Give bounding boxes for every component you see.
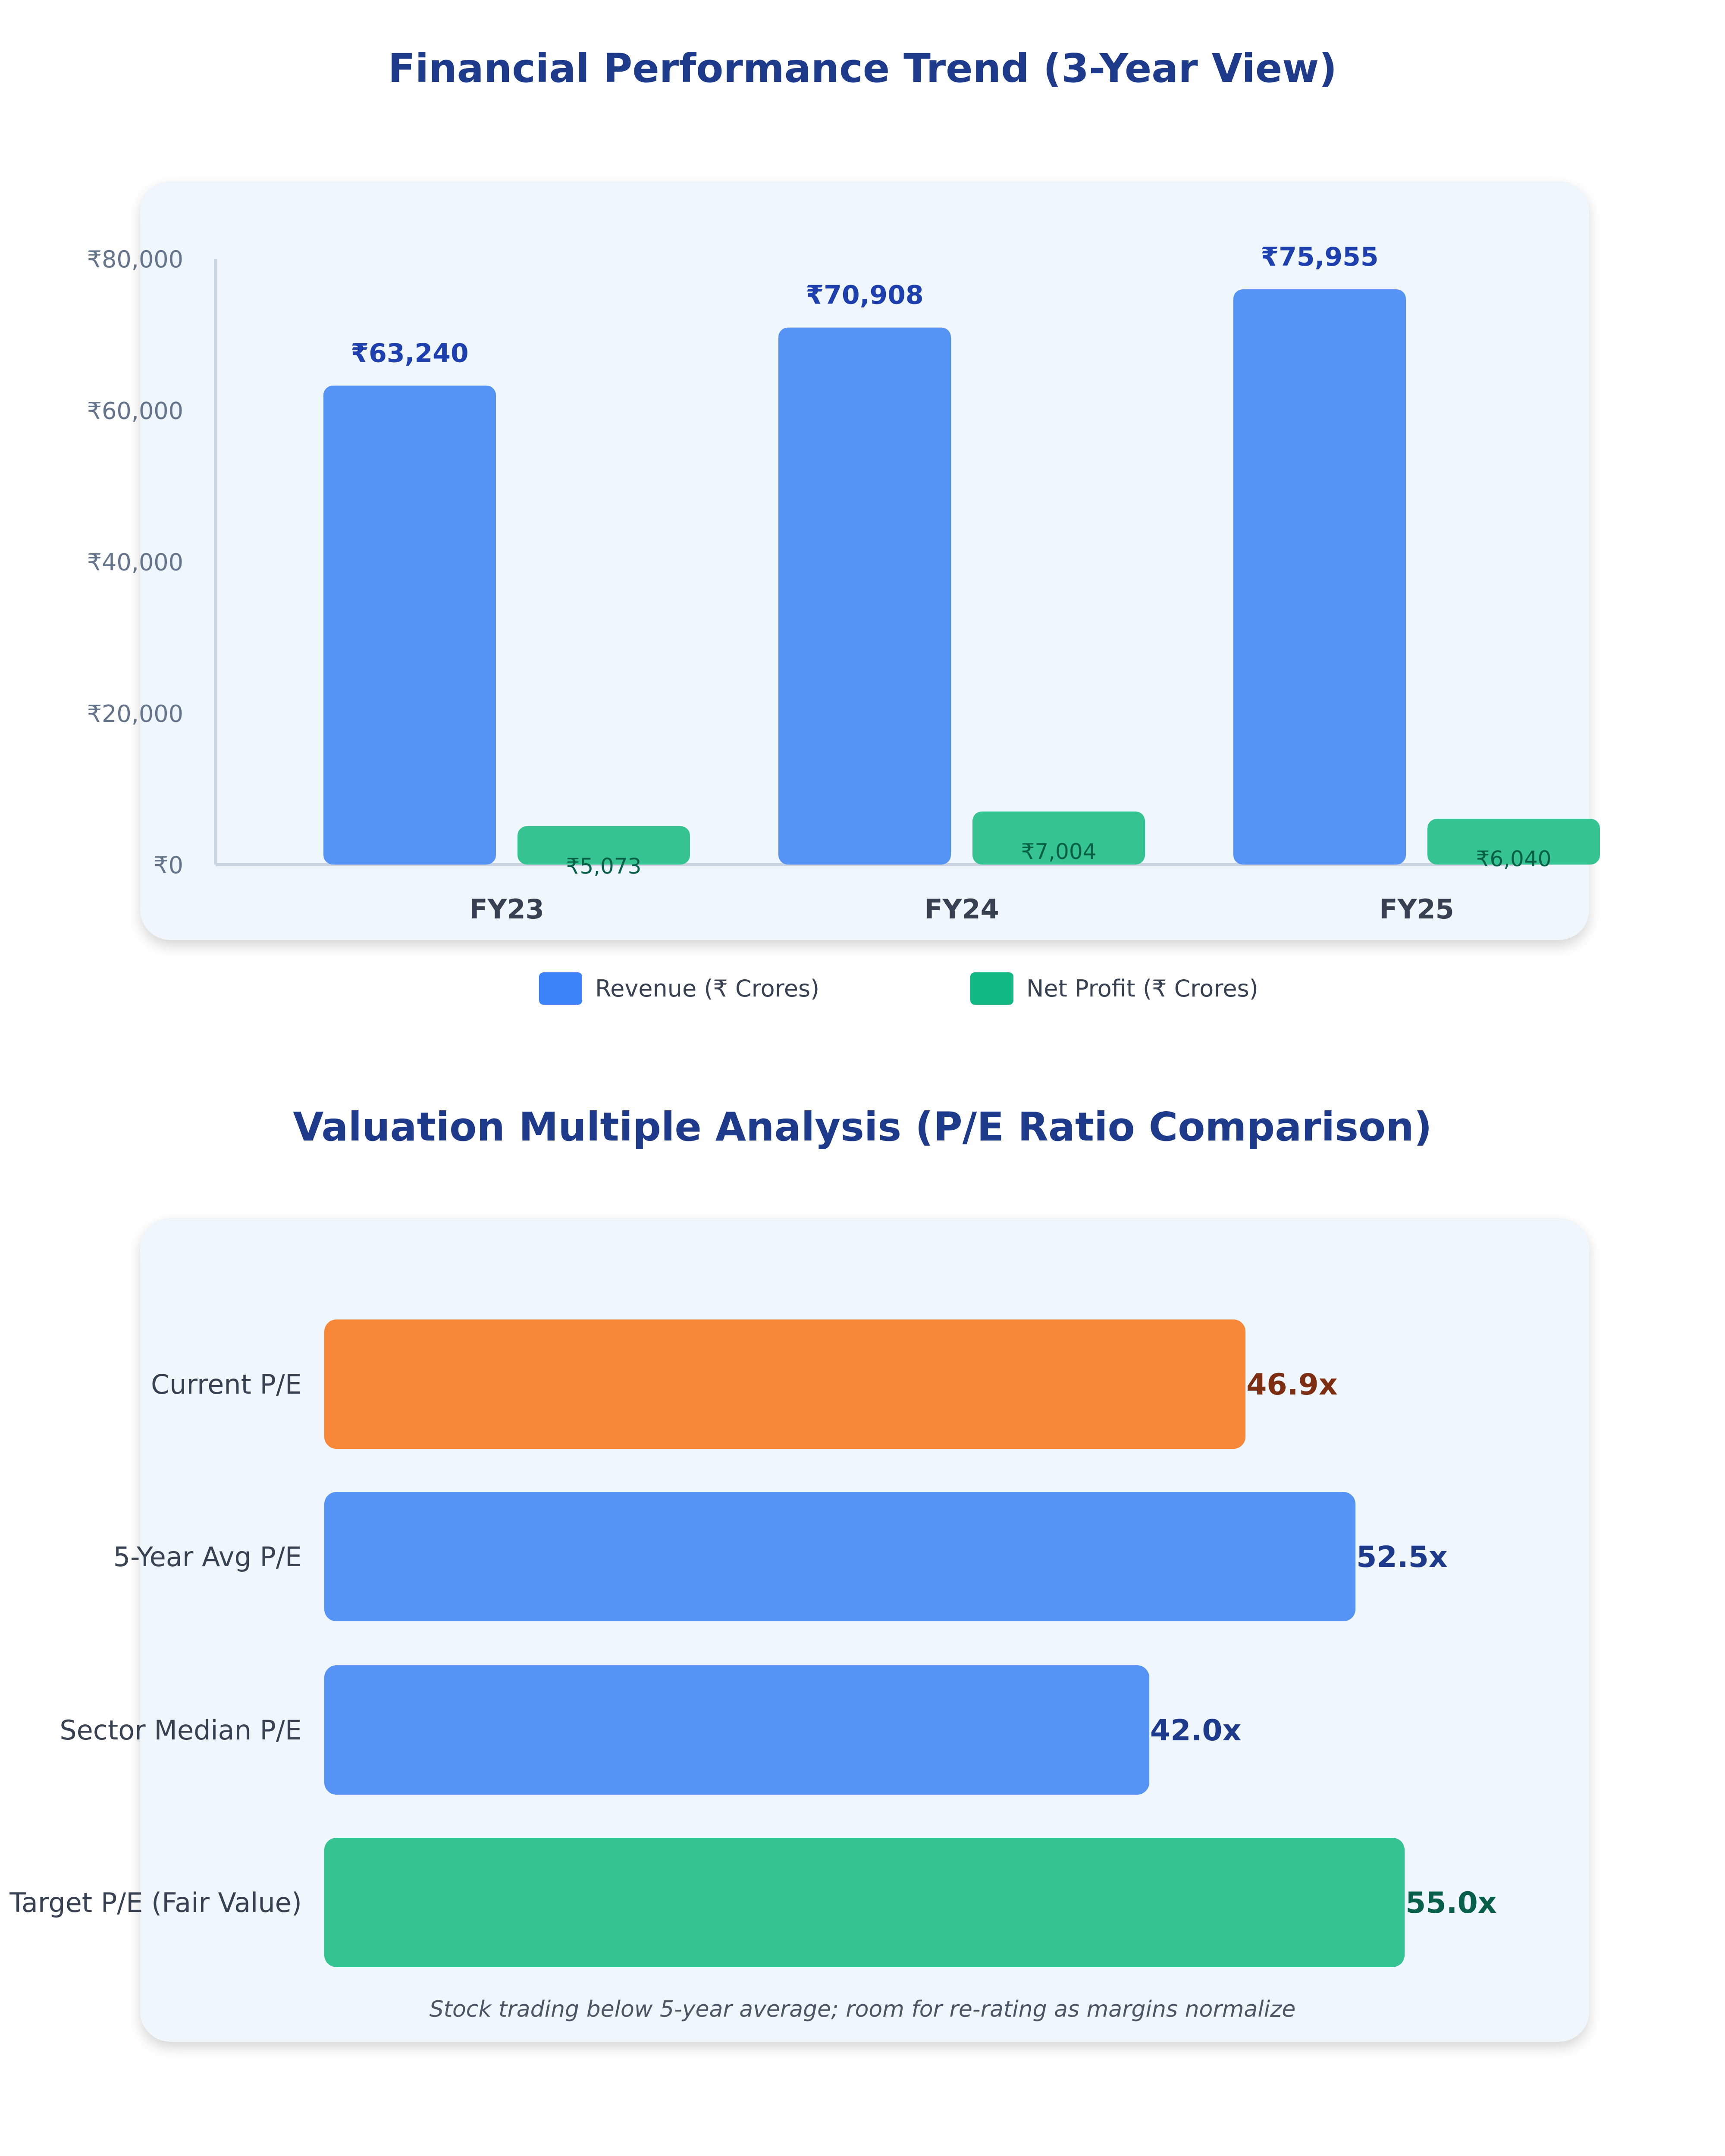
net-profit-bar xyxy=(518,826,690,865)
legend-label-revenue: Revenue (₹ Crores) xyxy=(595,975,820,1002)
pe-category-label: Current P/E xyxy=(151,1369,302,1400)
valuation-note: Stock trading below 5-year average; room… xyxy=(429,1996,1296,2022)
legend-item-revenue: Revenue (₹ Crores) xyxy=(539,972,819,1005)
legend-swatch-net-profit xyxy=(970,972,1013,1005)
legend-swatch-revenue xyxy=(539,972,582,1005)
pe-value-label: 46.9x xyxy=(1246,1368,1338,1402)
financial-performance-chart: ₹0 ₹20,000 ₹40,000 ₹60,000 ₹80,000 ₹63,240 ₹5,… xyxy=(87,242,1600,925)
net-profit-data-label: ₹7,004 xyxy=(1021,839,1097,864)
pe-category-label: Target P/E (Fair Value) xyxy=(9,1887,302,1918)
chart-legend: Revenue (₹ Crores) Net Profit (₹ Crores) xyxy=(0,972,1725,1007)
net-profit-bar xyxy=(1427,818,1600,865)
pe-bar xyxy=(324,1838,1405,1967)
pe-value-label: 52.5x xyxy=(1356,1540,1448,1574)
x-tick-label: FY23 xyxy=(469,893,544,925)
valuation-chart-title: Valuation Multiple Analysis (P/E Ratio C… xyxy=(293,1104,1432,1150)
pe-value-label: 55.0x xyxy=(1405,1886,1497,1920)
legend-item-net-profit: Net Profit (₹ Crores) xyxy=(970,972,1258,1005)
pe-category-label: 5-Year Avg P/E xyxy=(113,1541,302,1573)
revenue-bar xyxy=(1233,289,1406,865)
y-tick-label: ₹20,000 xyxy=(87,700,183,727)
legend-label-net-profit: Net Profit (₹ Crores) xyxy=(1026,975,1258,1002)
x-tick-label: FY25 xyxy=(1379,893,1454,925)
x-tick-label: FY24 xyxy=(924,893,999,925)
y-tick-label: ₹80,000 xyxy=(87,246,183,273)
revenue-bar xyxy=(778,327,951,865)
revenue-data-label: ₹70,908 xyxy=(806,280,923,310)
revenue-bar xyxy=(323,385,496,865)
revenue-data-label: ₹63,240 xyxy=(351,338,468,368)
net-profit-data-label: ₹5,073 xyxy=(566,854,642,879)
net-profit-bar xyxy=(972,811,1145,865)
pe-bar xyxy=(324,1319,1246,1449)
pe-value-label: 42.0x xyxy=(1150,1714,1242,1748)
pe-bar xyxy=(324,1665,1149,1795)
net-profit-data-label: ₹6,040 xyxy=(1476,846,1552,871)
revenue-chart-title: Financial Performance Trend (3-Year View… xyxy=(388,45,1337,91)
pe-category-label: Sector Median P/E xyxy=(60,1714,302,1746)
y-tick-label: ₹40,000 xyxy=(87,549,183,576)
y-tick-label: ₹60,000 xyxy=(87,397,183,424)
pe-bar xyxy=(324,1492,1356,1621)
revenue-data-label: ₹75,955 xyxy=(1261,242,1378,272)
y-tick-label: ₹0 xyxy=(154,852,183,879)
